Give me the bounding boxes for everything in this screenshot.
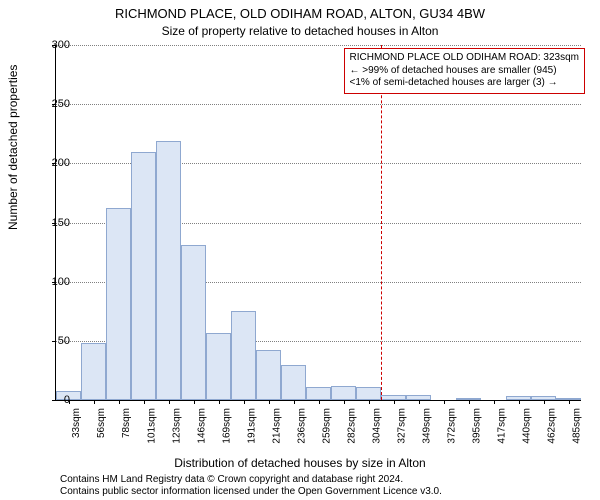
xtick-label: 304sqm xyxy=(372,408,383,444)
xtick-mark xyxy=(344,400,345,404)
ytick-label: 100 xyxy=(30,276,70,288)
histogram-bar xyxy=(281,365,306,401)
attribution-line: Contains public sector information licen… xyxy=(60,486,442,498)
xtick-label: 259sqm xyxy=(322,408,333,444)
xtick-mark xyxy=(294,400,295,404)
xtick-label: 33sqm xyxy=(72,408,83,438)
attribution: Contains HM Land Registry data © Crown c… xyxy=(60,474,442,498)
xtick-label: 327sqm xyxy=(397,408,408,444)
histogram-bar xyxy=(256,350,281,400)
histogram-bar xyxy=(206,333,231,400)
annotation-line: RICHMOND PLACE OLD ODIHAM ROAD: 323sqm xyxy=(350,52,580,65)
xtick-mark xyxy=(444,400,445,404)
xtick-mark xyxy=(194,400,195,404)
plot-area xyxy=(55,45,581,401)
xtick-label: 440sqm xyxy=(522,408,533,444)
gridline xyxy=(56,45,581,47)
xtick-mark xyxy=(469,400,470,404)
xtick-mark xyxy=(544,400,545,404)
xtick-mark xyxy=(569,400,570,404)
xtick-mark xyxy=(244,400,245,404)
xtick-label: 101sqm xyxy=(147,408,158,444)
xtick-label: 169sqm xyxy=(222,408,233,444)
annotation-line: ← >99% of detached houses are smaller (9… xyxy=(350,65,580,78)
x-axis-label: Distribution of detached houses by size … xyxy=(0,456,600,470)
ytick-label: 50 xyxy=(30,335,70,347)
xtick-label: 146sqm xyxy=(197,408,208,444)
chart-title: RICHMOND PLACE, OLD ODIHAM ROAD, ALTON, … xyxy=(0,6,600,21)
ytick-label: 300 xyxy=(30,39,70,51)
xtick-label: 372sqm xyxy=(447,408,458,444)
attribution-line: Contains HM Land Registry data © Crown c… xyxy=(60,474,442,486)
gridline xyxy=(56,104,581,106)
chart-container: RICHMOND PLACE, OLD ODIHAM ROAD, ALTON, … xyxy=(0,0,600,500)
xtick-mark xyxy=(144,400,145,404)
histogram-bar xyxy=(131,152,156,401)
xtick-mark xyxy=(119,400,120,404)
xtick-label: 462sqm xyxy=(547,408,558,444)
xtick-label: 282sqm xyxy=(347,408,358,444)
histogram-bar xyxy=(156,141,181,400)
ytick-label: 200 xyxy=(30,157,70,169)
xtick-mark xyxy=(419,400,420,404)
xtick-label: 123sqm xyxy=(172,408,183,444)
xtick-label: 78sqm xyxy=(122,408,133,438)
histogram-bar xyxy=(356,387,381,400)
xtick-mark xyxy=(494,400,495,404)
annotation-line: <1% of semi-detached houses are larger (… xyxy=(350,77,580,90)
xtick-label: 191sqm xyxy=(247,408,258,444)
histogram-bar xyxy=(331,386,356,400)
xtick-mark xyxy=(369,400,370,404)
marker-line xyxy=(381,45,382,400)
ytick-label: 0 xyxy=(30,394,70,406)
xtick-mark xyxy=(394,400,395,404)
xtick-label: 236sqm xyxy=(297,408,308,444)
annotation-box: RICHMOND PLACE OLD ODIHAM ROAD: 323sqm← … xyxy=(344,48,586,94)
histogram-bar xyxy=(106,208,131,400)
xtick-label: 214sqm xyxy=(272,408,283,444)
histogram-bar xyxy=(231,311,256,400)
xtick-label: 485sqm xyxy=(572,408,583,444)
xtick-mark xyxy=(219,400,220,404)
xtick-label: 417sqm xyxy=(497,408,508,444)
histogram-bar xyxy=(81,343,106,400)
xtick-label: 349sqm xyxy=(422,408,433,444)
xtick-mark xyxy=(269,400,270,404)
xtick-mark xyxy=(169,400,170,404)
xtick-label: 395sqm xyxy=(472,408,483,444)
chart-subtitle: Size of property relative to detached ho… xyxy=(0,24,600,38)
xtick-mark xyxy=(94,400,95,404)
ytick-label: 250 xyxy=(30,98,70,110)
xtick-mark xyxy=(319,400,320,404)
xtick-label: 56sqm xyxy=(97,408,108,438)
y-axis-label: Number of detached properties xyxy=(6,65,20,230)
ytick-label: 150 xyxy=(30,217,70,229)
xtick-mark xyxy=(519,400,520,404)
histogram-bar xyxy=(181,245,206,400)
histogram-bar xyxy=(306,387,331,400)
